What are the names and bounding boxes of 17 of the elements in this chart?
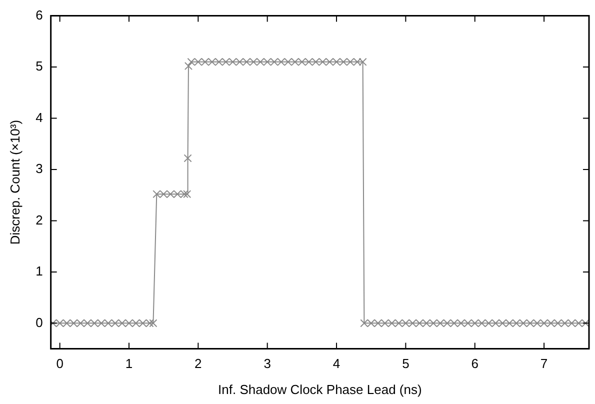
x-axis-title: Inf. Shadow Clock Phase Lead (ns) (218, 382, 422, 397)
y-axis-title: Discrep. Count (×10³) (7, 120, 22, 245)
x-tick-label: 3 (264, 356, 271, 372)
x-tick-label: 7 (540, 356, 548, 372)
y-tick-label: 4 (36, 110, 43, 125)
x-tick-label: 5 (402, 356, 410, 372)
y-tick-label: 0 (36, 314, 43, 330)
x-tick-label: 2 (194, 356, 202, 372)
y-tick-label: 5 (36, 58, 43, 74)
y-tick-label: 2 (36, 212, 43, 228)
y-tick-label: 1 (36, 264, 43, 279)
y-tick-label: 3 (36, 161, 43, 176)
x-tick-label: 6 (471, 356, 478, 372)
x-tick-label: 0 (56, 356, 64, 372)
y-tick-label: 6 (36, 7, 43, 22)
x-tick-label: 4 (332, 356, 340, 372)
x-tick-label: 1 (125, 356, 133, 372)
